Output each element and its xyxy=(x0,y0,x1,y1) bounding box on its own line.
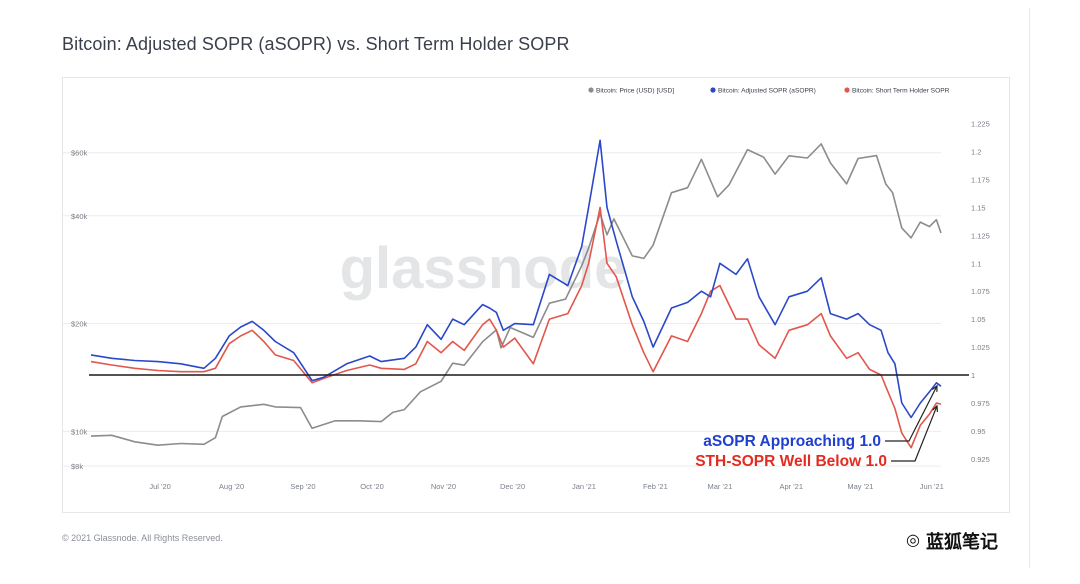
x-tick-label: Aug '20 xyxy=(219,482,244,491)
arrowhead-asopr xyxy=(931,384,938,392)
legend-label: Bitcoin: Short Term Holder SOPR xyxy=(852,88,950,95)
grid xyxy=(63,152,941,467)
annotation-leader-asopr xyxy=(885,385,938,442)
left-tick-label: $20k xyxy=(71,320,88,329)
chart-title: Bitcoin: Adjusted SOPR (aSOPR) vs. Short… xyxy=(62,34,570,54)
annotation-sth: STH-SOPR Well Below 1.0 xyxy=(695,453,887,470)
annotations: aSOPR Approaching 1.0 STH-SOPR Well Below… xyxy=(695,384,939,470)
legend-dot xyxy=(588,87,594,93)
legend-item[interactable]: Bitcoin: Short Term Holder SOPR xyxy=(844,87,950,95)
legend[interactable]: Bitcoin: Price (USD) [USD] Bitcoin: Adjus… xyxy=(588,87,950,95)
left-tick-label: $8k xyxy=(71,462,83,471)
legend-label: Bitcoin: Adjusted SOPR (aSOPR) xyxy=(718,88,816,95)
right-axis: 0.925 0.95 0.975 1 1.025 1.05 1.075 1.1 1.125 1.1… xyxy=(971,120,990,464)
divider xyxy=(1029,8,1030,568)
x-tick-label: Dec '20 xyxy=(500,482,525,491)
series-line-0 xyxy=(90,143,942,446)
x-tick-label: Apr '21 xyxy=(780,482,804,491)
legend-dot xyxy=(710,87,716,93)
right-tick-label: 0.95 xyxy=(971,427,986,436)
left-tick-label: $40k xyxy=(71,212,88,221)
right-tick-label: 1.1 xyxy=(971,259,981,268)
brand-watermark: 蓝狐笔记 xyxy=(926,532,998,552)
x-tick-label: Mar '21 xyxy=(707,482,732,491)
right-tick-label: 0.975 xyxy=(971,399,990,408)
copyright-notice: © 2021 Glassnode. All Rights Reserved. xyxy=(62,533,223,543)
series-line-2 xyxy=(90,206,942,449)
right-tick-label: 1.075 xyxy=(971,287,990,296)
right-tick-label: 1.15 xyxy=(971,203,986,212)
right-tick-label: 1.2 xyxy=(971,148,981,157)
x-axis: Jul '20 Aug '20 Sep '20 Oct '20 Nov '20 Dec '… xyxy=(149,482,943,491)
footer-strip xyxy=(0,572,1080,584)
right-tick-label: 1.025 xyxy=(971,343,990,352)
x-tick-label: Jul '20 xyxy=(149,482,170,491)
x-tick-label: Nov '20 xyxy=(431,482,456,491)
watermark: glassnode xyxy=(340,236,627,301)
arrowhead-sth xyxy=(932,404,939,412)
right-tick-label: 1.05 xyxy=(971,315,986,324)
x-tick-label: May '21 xyxy=(847,482,873,491)
right-tick-label: 1 xyxy=(971,371,975,380)
legend-item[interactable]: Bitcoin: Price (USD) [USD] xyxy=(588,87,674,95)
left-tick-label: $60k xyxy=(71,149,88,158)
left-axis: $8k $10k $20k $40k $60k xyxy=(71,149,88,471)
chart-svg: glassnode $8k$10k$20k$40k$60k 0.9250.950… xyxy=(63,87,990,491)
left-tick-label: $10k xyxy=(71,427,88,436)
legend-label: Bitcoin: Price (USD) [USD] xyxy=(596,88,674,95)
x-tick-label: Sep '20 xyxy=(290,482,315,491)
legend-item[interactable]: Bitcoin: Adjusted SOPR (aSOPR) xyxy=(710,87,816,95)
x-tick-label: Jun '21 xyxy=(920,482,944,491)
right-tick-label: 1.125 xyxy=(971,231,990,240)
legend-dot xyxy=(844,87,850,93)
chart-panel: glassnode $8k $10k $20k $40k $60k 0.925 0.95 0… xyxy=(62,77,1010,513)
right-tick-label: 1.175 xyxy=(971,175,990,184)
right-tick-label: 0.925 xyxy=(971,455,990,464)
x-tick-label: Oct '20 xyxy=(360,482,384,491)
series-line-1 xyxy=(90,139,942,419)
series-layer xyxy=(90,139,942,449)
wechat-icon: ◎ xyxy=(906,532,920,549)
x-tick-label: Jan '21 xyxy=(572,482,596,491)
right-tick-label: 1.225 xyxy=(971,120,990,129)
annotation-leader-sth xyxy=(891,405,938,462)
x-tick-label: Feb '21 xyxy=(643,482,668,491)
annotation-asopr: aSOPR Approaching 1.0 xyxy=(703,433,881,450)
